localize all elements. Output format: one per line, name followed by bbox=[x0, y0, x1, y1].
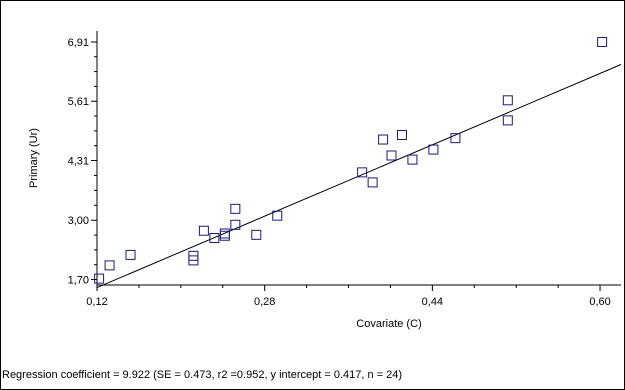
regression-summary: Regression coefficient = 9.922 (SE = 0.4… bbox=[2, 369, 403, 381]
data-point bbox=[386, 150, 397, 161]
data-point bbox=[198, 225, 209, 236]
y-tick-label: 5,61 bbox=[68, 96, 89, 108]
x-tick-label: 0,44 bbox=[422, 296, 443, 308]
y-tick-label: 4,31 bbox=[68, 156, 89, 168]
data-point bbox=[272, 210, 283, 221]
regression-line bbox=[96, 64, 622, 289]
x-axis-label: Covariate (C) bbox=[356, 318, 421, 330]
data-point bbox=[209, 233, 220, 244]
data-point bbox=[219, 230, 230, 241]
data-point bbox=[94, 273, 105, 284]
data-point bbox=[357, 167, 368, 178]
data-point bbox=[230, 203, 241, 214]
data-point bbox=[125, 249, 136, 260]
x-tick-label: 0,60 bbox=[589, 296, 610, 308]
data-point bbox=[396, 129, 407, 140]
data-point bbox=[428, 144, 439, 155]
data-point bbox=[251, 229, 262, 240]
y-axis-label: Primary (Ur) bbox=[28, 128, 40, 188]
x-tick-label: 0,28 bbox=[254, 296, 275, 308]
x-tick-label: 0,12 bbox=[86, 296, 107, 308]
data-point bbox=[230, 219, 241, 230]
y-tick-label: 6,91 bbox=[68, 37, 89, 49]
data-point bbox=[502, 115, 513, 126]
data-point bbox=[378, 134, 389, 145]
data-point bbox=[597, 36, 608, 47]
plot-area bbox=[97, 31, 621, 285]
y-tick-label: 1,70 bbox=[68, 275, 89, 287]
data-point bbox=[502, 95, 513, 106]
data-point bbox=[367, 177, 378, 188]
data-point bbox=[450, 133, 461, 144]
y-tick-label: 3,00 bbox=[68, 215, 89, 227]
data-point bbox=[188, 255, 199, 266]
data-point bbox=[104, 260, 115, 271]
data-point bbox=[407, 154, 418, 165]
